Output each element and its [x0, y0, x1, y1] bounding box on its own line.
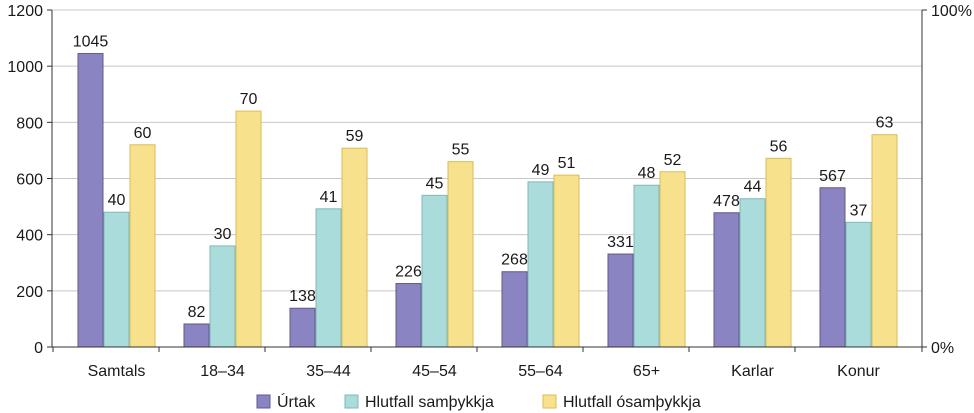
- axes: 0 200 400 600 800 1000 1200 0% 100% Samtals 18–34 3…: [7, 3, 972, 380]
- data-label: 478: [713, 193, 740, 210]
- legend: Úrtak Hlutfall samþykkja Hlutfall ósamþykk…: [256, 392, 701, 411]
- data-labels: 1045 40 60 82 30 70 138 41 59 226 45 55 268 49 51 331 48…: [73, 34, 894, 321]
- data-label: 60: [134, 125, 152, 142]
- bar: [819, 187, 846, 348]
- category-label: 35–44: [306, 363, 351, 380]
- data-label: 138: [289, 288, 316, 305]
- bar: [395, 283, 422, 348]
- category-label: Samtals: [88, 363, 146, 380]
- bar: [871, 134, 898, 348]
- left-axis-tick-label: 800: [16, 115, 43, 132]
- data-label: 44: [744, 179, 762, 196]
- bars: [77, 53, 898, 348]
- right-axis-tick-label: 100%: [931, 3, 972, 20]
- data-label: 268: [501, 252, 528, 269]
- bar: [527, 181, 554, 348]
- category-label: 18–34: [200, 363, 245, 380]
- data-label: 37: [850, 202, 868, 219]
- category-label: Karlar: [731, 363, 774, 380]
- bar: [765, 157, 792, 348]
- legend-swatch: [344, 394, 359, 409]
- data-label: 82: [188, 304, 206, 321]
- legend-label: Hlutfall samþykkja: [365, 394, 494, 411]
- category-label: 65+: [633, 363, 660, 380]
- data-label: 567: [819, 168, 846, 185]
- bar: [713, 212, 740, 348]
- data-label: 48: [638, 165, 656, 182]
- bar: [607, 253, 634, 348]
- bar: [235, 110, 262, 348]
- legend-swatch: [256, 394, 271, 409]
- bar: [209, 245, 236, 348]
- data-label: 40: [108, 192, 126, 209]
- bar: [447, 161, 474, 348]
- bar: [633, 184, 660, 348]
- bar: [183, 323, 210, 348]
- left-axis-tick-label: 1200: [7, 3, 43, 20]
- left-axis-tick-label: 0: [34, 340, 43, 357]
- bar: [341, 147, 368, 348]
- bar: [845, 221, 872, 348]
- data-label: 49: [532, 162, 550, 179]
- legend-label: Úrtak: [277, 392, 316, 411]
- bar: [103, 211, 130, 348]
- data-label: 55: [452, 142, 470, 159]
- legend-swatch: [542, 394, 557, 409]
- data-label: 51: [558, 155, 576, 172]
- legend-label: Hlutfall ósamþykkja: [563, 394, 701, 411]
- left-axis-tick-label: 600: [16, 172, 43, 189]
- data-label: 52: [664, 152, 682, 169]
- data-label: 1045: [73, 34, 109, 51]
- data-label: 331: [607, 234, 634, 251]
- bar: [289, 307, 316, 348]
- data-label: 226: [395, 264, 422, 281]
- right-axis-tick-label: 0%: [931, 340, 954, 357]
- bar: [739, 198, 766, 348]
- category-label: 55–64: [518, 363, 563, 380]
- left-axis-tick-label: 200: [16, 284, 43, 301]
- bar: [553, 174, 580, 348]
- bar: [501, 271, 528, 348]
- data-label: 70: [240, 91, 258, 108]
- data-label: 59: [346, 128, 364, 145]
- data-label: 41: [320, 189, 338, 206]
- left-axis-tick-label: 1000: [7, 59, 43, 76]
- bar: [77, 53, 104, 348]
- bar: [315, 208, 342, 348]
- category-label: Konur: [837, 363, 880, 380]
- data-label: 30: [214, 226, 232, 243]
- left-axis-tick-label: 400: [16, 228, 43, 245]
- data-label: 63: [876, 115, 894, 132]
- bar: [129, 144, 156, 348]
- category-label: 45–54: [412, 363, 457, 380]
- data-label: 45: [426, 175, 444, 192]
- bar: [659, 171, 686, 348]
- data-label: 56: [770, 138, 788, 155]
- bar: [421, 194, 448, 348]
